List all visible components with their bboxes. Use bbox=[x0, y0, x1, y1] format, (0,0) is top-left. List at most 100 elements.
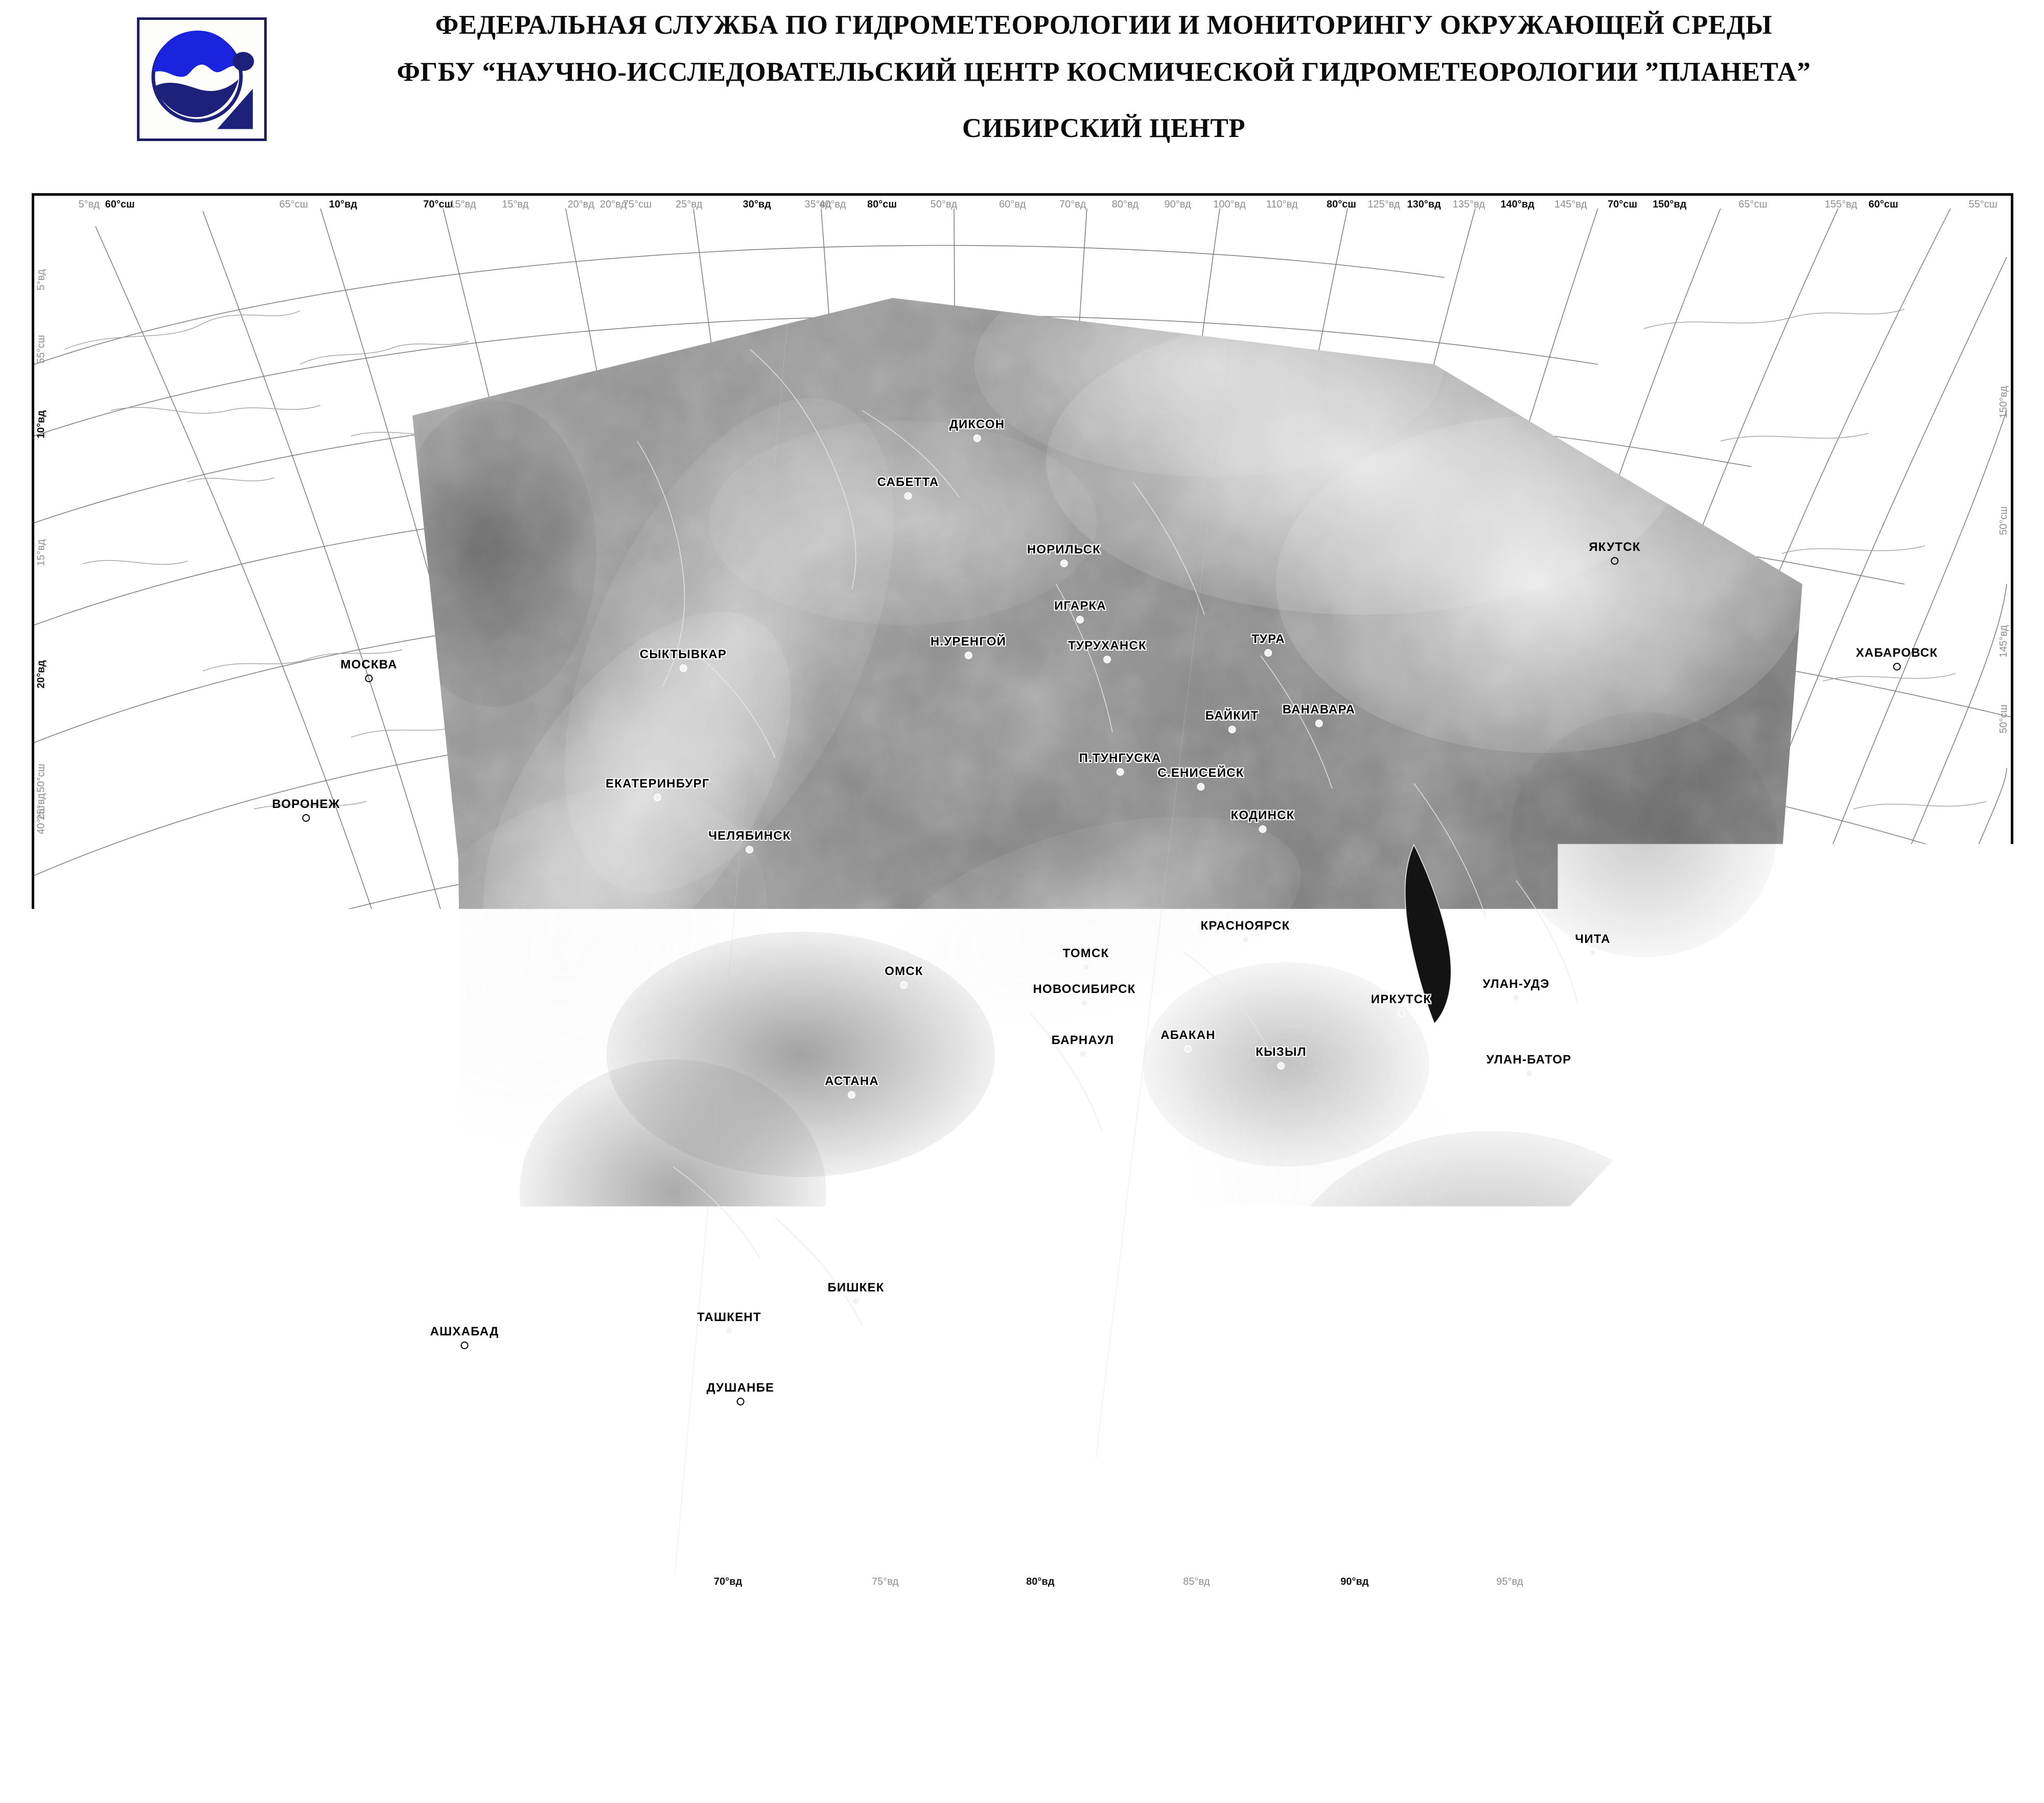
city-dot-icon bbox=[1397, 1009, 1405, 1017]
city-dot-icon bbox=[1197, 783, 1204, 791]
axis-tick-label: 40°вд bbox=[819, 199, 846, 211]
city-marker: КОДИНСК bbox=[1230, 809, 1294, 833]
axis-tick-label: 150°вд bbox=[1653, 199, 1686, 211]
city-label: БАЙКИТ bbox=[1205, 709, 1259, 723]
city-dot-icon bbox=[679, 664, 687, 672]
city-label: МОСКВА bbox=[340, 658, 397, 672]
city-label: БАРНАУЛ bbox=[1052, 1034, 1114, 1047]
axis-tick-label: 25°вд bbox=[676, 199, 702, 211]
city-dot-icon bbox=[1893, 663, 1900, 671]
city-dot-icon bbox=[1103, 656, 1111, 663]
axis-tick-label: 120°вд bbox=[1998, 1450, 2010, 1482]
city-dot-icon bbox=[1060, 560, 1068, 567]
document-header: ФЕДЕРАЛЬНАЯ СЛУЖБА ПО ГИДРОМЕТЕОРОЛОГИИ … bbox=[0, 0, 2044, 174]
axis-tick-label: 5°вд bbox=[36, 269, 48, 290]
planeta-globe-satellite-icon bbox=[140, 20, 264, 138]
city-dot-icon bbox=[654, 794, 662, 801]
city-marker: АБАКАН bbox=[1160, 1029, 1216, 1053]
city-marker: НОВОСИБИРСК bbox=[1033, 983, 1135, 1007]
city-label: АБАКАН bbox=[1160, 1029, 1216, 1042]
city-dot-icon bbox=[736, 1398, 744, 1405]
city-marker: ДИКСОН bbox=[949, 418, 1005, 442]
axis-tick-label: 60°вд bbox=[402, 1576, 430, 1588]
city-marker: ТУРУХАНСК bbox=[1068, 639, 1147, 663]
city-dot-icon bbox=[1184, 1045, 1192, 1053]
city-marker: ТУРА bbox=[1251, 633, 1285, 657]
city-marker: БИШКЕК bbox=[827, 1281, 884, 1305]
city-dot-icon bbox=[460, 1342, 468, 1349]
axis-tick-label: 35°сш bbox=[1998, 1504, 2010, 1533]
city-dot-icon bbox=[848, 1091, 855, 1099]
axis-tick-label: 80°сш bbox=[1327, 199, 1356, 211]
city-marker: БАРНАУЛ bbox=[1052, 1034, 1114, 1058]
axis-tick-label: 5°вд bbox=[79, 199, 100, 211]
city-marker: САБЕТТА bbox=[877, 476, 939, 500]
city-marker: ВАНАВАРА bbox=[1283, 703, 1355, 727]
city-label: УЛАН-БАТОР bbox=[1486, 1053, 1572, 1067]
city-dot-icon bbox=[852, 1298, 860, 1305]
city-dot-icon bbox=[302, 814, 310, 822]
axis-tick-label: 90°вд bbox=[1340, 1576, 1368, 1588]
city-label: П.ТУНГУСКА bbox=[1079, 752, 1162, 765]
city-marker: С.ЕНИСЕЙСК bbox=[1157, 767, 1244, 791]
axis-tick-label: 140°вд bbox=[1500, 199, 1534, 211]
svg-text:ПОСТАВЩИК: ПОСТАВЩИК bbox=[1985, 1773, 2014, 1783]
axis-tick-label: 105°вд bbox=[1806, 1576, 1838, 1588]
city-marker: Н.УРЕНГОЙ bbox=[931, 635, 1006, 659]
contact-email-value[interactable]: alexk@rcpod.ru bbox=[73, 1733, 155, 1747]
axis-tick-label: 145°вд bbox=[1554, 199, 1587, 211]
city-dot-icon bbox=[1117, 768, 1124, 776]
axis-tick-label: 150°вд bbox=[1998, 386, 2010, 418]
city-label: УЛАН-УДЭ bbox=[1483, 978, 1550, 991]
axis-tick-label: 45°сш bbox=[1998, 949, 2010, 978]
iso-9001-certification-stamp: ДОБРОСОВЕСТНЫЙ ПОСТАВЩИК ИСО 9001 -2015 bbox=[1969, 1731, 2030, 1785]
city-marker: ДУШАНБЕ bbox=[707, 1381, 775, 1405]
svg-text:-2015: -2015 bbox=[1985, 1763, 2003, 1771]
svg-text:9001: 9001 bbox=[1986, 1756, 2002, 1764]
axis-tick-label: 55°сш bbox=[1968, 199, 1997, 211]
contact-website[interactable]: http://www.rcpod.ru bbox=[22, 1749, 380, 1766]
axis-tick-label: 70°сш bbox=[423, 199, 453, 211]
satellite-map-panel[interactable]: 5°вд 60°сш 65°сш 10°вд 70°сш 15°вд 15°вд 20°вд 2… bbox=[32, 193, 2013, 1593]
city-marker: УЛАН-УДЭ bbox=[1483, 978, 1550, 1002]
city-label: АСТАНА bbox=[825, 1075, 879, 1088]
contact-email-row: E-mail: alexk@rcpod.ru bbox=[22, 1731, 380, 1749]
map-canvas[interactable]: 5°вд 60°сш 65°сш 10°вд 70°сш 15°вд 15°вд 20°вд 2… bbox=[34, 196, 2011, 1591]
city-dot-icon bbox=[1265, 649, 1272, 657]
agency-title-line2: ФГБУ “НАУЧНО-ИССЛЕДОВАТЕЛЬСКИЙ ЦЕНТР КОС… bbox=[286, 56, 1921, 88]
city-dot-icon bbox=[973, 434, 981, 442]
axis-tick-label: 95°вд bbox=[1496, 1576, 1523, 1588]
city-label: НОВОСИБИРСК bbox=[1033, 983, 1135, 996]
axis-tick-label: 70°вд bbox=[1059, 199, 1086, 211]
city-dot-icon bbox=[1259, 825, 1267, 833]
axis-tick-label: 30°вд bbox=[36, 936, 48, 964]
axis-tick-label: 85°вд bbox=[1183, 1576, 1210, 1588]
axis-tick-label: 50°сш bbox=[1998, 705, 2010, 733]
city-marker: КРАСНОЯРСК bbox=[1201, 919, 1290, 943]
city-label: АШХАБАД bbox=[430, 1325, 499, 1338]
axis-tick-label: 30°вд bbox=[743, 199, 771, 211]
header-title-block: ФЕДЕРАЛЬНАЯ СЛУЖБА ПО ГИДРОМЕТЕОРОЛОГИИ … bbox=[286, 9, 1921, 144]
city-dot-icon bbox=[746, 846, 753, 853]
axis-tick-label: 30°сш bbox=[1859, 1576, 1888, 1588]
city-dot-icon bbox=[1513, 994, 1520, 1002]
city-marker: ВОРОНЕЖ bbox=[272, 798, 340, 822]
city-marker: ПЕКИН bbox=[1817, 1136, 1863, 1160]
city-dot-icon bbox=[1077, 616, 1084, 623]
axis-tick-label: 65°сш bbox=[280, 199, 308, 211]
city-dot-icon bbox=[1525, 1070, 1532, 1077]
axis-tick-label: 65°вд bbox=[560, 1576, 586, 1588]
contact-center-name: Сибирский центр bbox=[22, 1630, 380, 1647]
city-label: КОДИНСК bbox=[1230, 809, 1294, 822]
city-marker: ЧИТА bbox=[1575, 933, 1610, 957]
axis-tick-label: 145°вд bbox=[1998, 625, 2010, 657]
axis-tick-label: 45°сш bbox=[36, 1424, 48, 1453]
contact-email-label: E-mail: bbox=[22, 1732, 68, 1747]
city-marker: ЕКАТЕРИНБУРГ bbox=[606, 777, 710, 801]
axis-tick-label: 55°сш bbox=[36, 335, 48, 363]
city-label: ЯКУТСК bbox=[1589, 541, 1640, 554]
city-label: ВАНАВАРА bbox=[1283, 703, 1355, 716]
contact-fax: Факс (383)363-46-05 bbox=[22, 1715, 380, 1731]
city-marker: ИГАРКА bbox=[1054, 599, 1106, 623]
iso-stamp-icon: ДОБРОСОВЕСТНЫЙ ПОСТАВЩИК ИСО 9001 -2015 bbox=[1971, 1733, 2028, 1783]
